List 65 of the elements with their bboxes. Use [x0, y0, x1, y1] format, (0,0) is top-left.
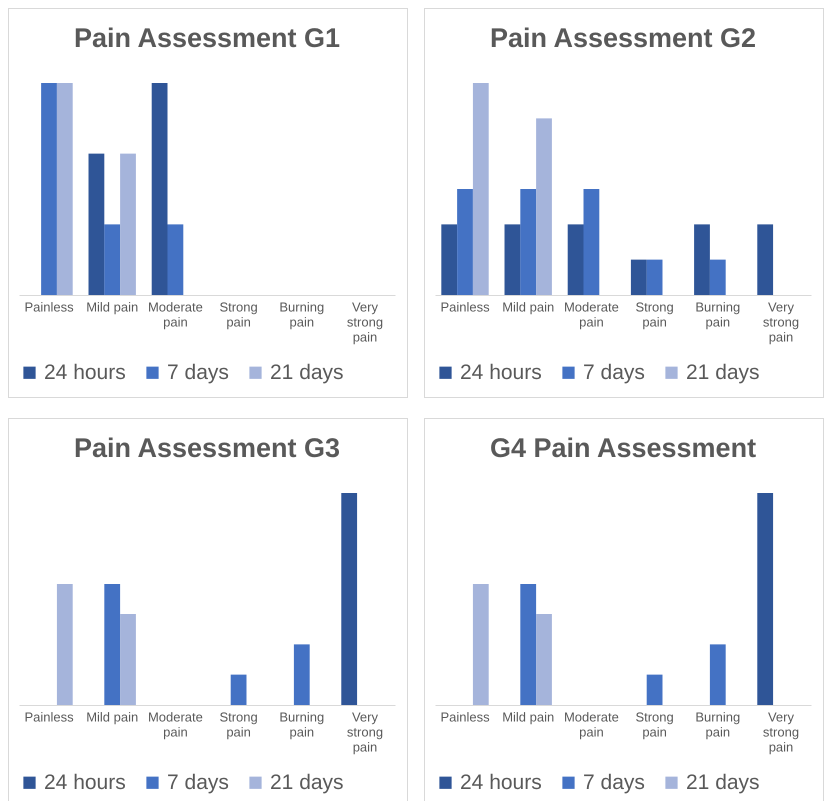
bar: [584, 189, 600, 295]
legend-label: 7 days: [167, 770, 229, 794]
bar: [104, 584, 120, 705]
chart-title: G4 Pain Assessment: [490, 433, 756, 463]
x-tick-label: Strong pain: [635, 300, 674, 330]
x-tick-label: Burning pain: [279, 300, 324, 330]
bar: [536, 614, 552, 705]
x-tick-label: Painless: [24, 300, 74, 314]
chart-title: Pain Assessment G2: [490, 23, 756, 53]
x-tick-label: Very strong pain: [762, 300, 800, 344]
legend-label: 24 hours: [44, 770, 126, 794]
x-tick-label: Mild pain: [86, 710, 138, 724]
bar: [630, 260, 647, 295]
bar: [568, 224, 584, 295]
bar: [757, 224, 774, 295]
x-tick-label: Burning pain: [279, 710, 324, 740]
x-tick-label: Mild pain: [502, 300, 554, 314]
x-tick-label: Very strong pain: [762, 710, 800, 754]
legend-label: 24 hours: [460, 360, 542, 384]
chart-title: Pain Assessment G1: [74, 23, 340, 53]
x-tick-label: Moderate pain: [564, 300, 619, 330]
legend-label: 21 days: [270, 360, 344, 384]
bar: [536, 118, 552, 295]
bar: [504, 224, 520, 295]
x-tick-label: Mild pain: [502, 710, 554, 724]
legend-label: 7 days: [583, 770, 645, 794]
x-tick-label: Painless: [440, 710, 490, 724]
legend-label: 21 days: [686, 770, 760, 794]
bar: [457, 189, 473, 295]
x-tick-label: Moderate pain: [148, 710, 203, 740]
x-tick-label: Burning pain: [695, 710, 740, 740]
legend-label: 21 days: [686, 360, 760, 384]
bar: [441, 224, 458, 295]
x-tick-label: Painless: [24, 710, 74, 724]
legend-label: 7 days: [167, 360, 229, 384]
x-tick-label: Burning pain: [695, 300, 740, 330]
bar: [56, 584, 73, 705]
bar: [520, 584, 536, 705]
bar: [120, 614, 136, 705]
bar: [520, 189, 536, 295]
bar: [472, 83, 489, 295]
legend-label: 24 hours: [44, 360, 126, 384]
bar: [646, 674, 662, 705]
x-tick-label: Moderate pain: [148, 300, 203, 330]
bar: [757, 493, 774, 705]
x-tick-label: Strong pain: [219, 710, 258, 740]
legend-label: 7 days: [583, 360, 645, 384]
bar: [646, 260, 662, 295]
legend-label: 21 days: [270, 770, 344, 794]
x-tick-label: Strong pain: [635, 710, 674, 740]
x-tick-label: Very strong pain: [346, 710, 384, 754]
bar: [710, 260, 726, 295]
bar: [710, 644, 726, 705]
bar: [472, 584, 489, 705]
x-tick-label: Mild pain: [86, 300, 138, 314]
bar: [694, 224, 710, 295]
x-tick-label: Painless: [440, 300, 490, 314]
chart-title: Pain Assessment G3: [74, 433, 340, 463]
bar: [230, 674, 246, 705]
x-tick-label: Strong pain: [219, 300, 258, 330]
legend-label: 24 hours: [460, 770, 542, 794]
bar: [341, 493, 358, 705]
x-tick-label: Very strong pain: [346, 300, 384, 344]
bar: [294, 644, 310, 705]
x-tick-label: Moderate pain: [564, 710, 619, 740]
